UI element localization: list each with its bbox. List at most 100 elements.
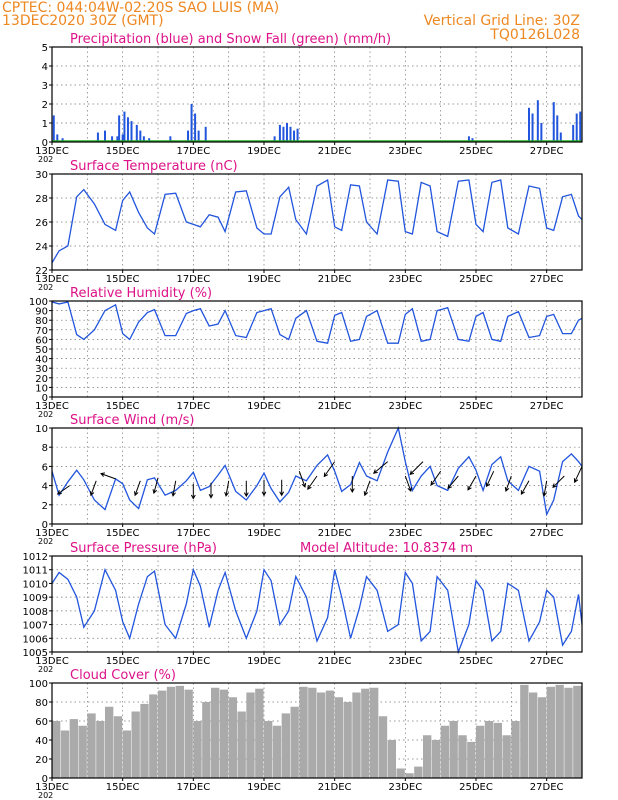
gridlines bbox=[51, 555, 583, 653]
panel-title: Relative Humidity (%) bbox=[70, 286, 212, 301]
x-tick-label: 25DEC bbox=[459, 401, 493, 412]
cloud-bar bbox=[87, 713, 96, 778]
y-tick-label: 1005 bbox=[23, 648, 48, 659]
x-tick-label: 27DEC bbox=[530, 274, 564, 285]
x-tick-label: 15DEC bbox=[106, 656, 140, 667]
x-tick-label: 19DEC bbox=[247, 528, 281, 539]
precip-bars bbox=[52, 100, 582, 142]
y-tick-label: 100 bbox=[29, 297, 48, 308]
model-altitude-label: Model Altitude: 10.8374 m bbox=[300, 541, 473, 556]
y-tick-label: 0 bbox=[42, 138, 48, 149]
cloud-bar bbox=[396, 768, 405, 778]
cloud-bar bbox=[299, 686, 308, 778]
panel-frame bbox=[51, 555, 583, 653]
gridlines bbox=[51, 300, 583, 398]
x-tick-label: 21DEC bbox=[318, 528, 352, 539]
cloud-bars bbox=[52, 684, 582, 778]
y-tick-label: 80 bbox=[35, 698, 48, 709]
wind-arrow bbox=[430, 470, 442, 486]
precip-bar bbox=[194, 113, 197, 142]
precip-bar bbox=[575, 113, 578, 142]
x-tick-label: 17DEC bbox=[176, 528, 210, 539]
y-tick-label: 100 bbox=[29, 679, 48, 690]
y-tick-label: 1010 bbox=[23, 579, 48, 590]
y-tick-label: 1009 bbox=[23, 593, 48, 604]
wind-arrows bbox=[56, 461, 583, 500]
x-tick-label: 15DEC bbox=[106, 146, 140, 157]
wind-arrow bbox=[56, 485, 70, 495]
precip-bar bbox=[116, 136, 119, 142]
x-tick-label: 15DEC bbox=[106, 528, 140, 539]
cloud-bar bbox=[122, 730, 131, 778]
wind-arrow bbox=[243, 480, 249, 498]
cloud-bar bbox=[476, 725, 485, 778]
cloud-bar bbox=[228, 697, 237, 778]
cloud-bar bbox=[140, 703, 149, 778]
precip-bar bbox=[121, 134, 124, 142]
cloud-bar bbox=[290, 706, 299, 778]
wind-arrow bbox=[190, 483, 196, 500]
wind-arrow bbox=[89, 480, 97, 497]
x-tick-label: 13DEC bbox=[35, 656, 69, 667]
x-year-fragment: 202 bbox=[38, 283, 53, 292]
cloud-bar bbox=[166, 686, 176, 778]
y-tick-label: 0 bbox=[42, 393, 48, 404]
wind-arrow bbox=[100, 472, 116, 480]
panel-frame bbox=[51, 427, 583, 525]
x-tick-label: 23DEC bbox=[388, 656, 422, 667]
wind-arrow bbox=[323, 461, 336, 478]
x-tick-label: 25DEC bbox=[459, 656, 493, 667]
precip-bar bbox=[540, 123, 543, 142]
y-tick-label: 2 bbox=[42, 100, 48, 111]
series-line bbox=[51, 567, 583, 655]
cloud-bar bbox=[78, 725, 87, 778]
x-tick-label: 21DEC bbox=[318, 656, 352, 667]
wind-arrow bbox=[224, 480, 230, 497]
cloud-bar bbox=[449, 721, 458, 778]
x-tick-label: 19DEC bbox=[247, 401, 281, 412]
x-year-fragment: 202 bbox=[38, 791, 53, 800]
y-tick-label: 1008 bbox=[23, 607, 48, 618]
wind-arrow bbox=[542, 480, 548, 497]
series-line bbox=[51, 178, 583, 264]
header-run-time: 13DEC2020 30Z (GMT) bbox=[2, 13, 164, 29]
panel-frame bbox=[51, 682, 583, 779]
precip-bar bbox=[289, 126, 292, 142]
precip-bar bbox=[61, 138, 64, 142]
y-tick-label: 6 bbox=[42, 462, 48, 473]
x-axis: 13DEC 15DEC 17DEC 19DEC 21DEC 23DEC 25DEC 27DEC… bbox=[35, 652, 564, 674]
x-tick-label: 19DEC bbox=[247, 782, 281, 793]
x-tick-label: 27DEC bbox=[530, 146, 564, 157]
precip-bar bbox=[104, 130, 106, 142]
x-axis: 13DEC 15DEC 17DEC 19DEC 21DEC 23DEC 25DEC 27DEC… bbox=[35, 142, 564, 164]
precip-bar bbox=[204, 126, 207, 142]
header-station: CPTEC: 044:04W-02:20S SAO LUIS (MA) bbox=[2, 0, 279, 16]
y-tick-label: 26 bbox=[35, 218, 48, 229]
y-tick-label: 60 bbox=[35, 717, 48, 728]
wind-arrow bbox=[363, 480, 371, 497]
cloud-bar bbox=[352, 692, 361, 778]
precip-bar bbox=[278, 124, 281, 142]
x-tick-label: 23DEC bbox=[388, 401, 422, 412]
x-tick-label: 13DEC bbox=[35, 146, 69, 157]
y-tick-label: 70 bbox=[35, 326, 48, 337]
precip-bar bbox=[285, 123, 288, 142]
cloud-bar bbox=[60, 730, 70, 778]
precip-bar bbox=[531, 113, 534, 142]
cloud-bar bbox=[493, 722, 502, 778]
x-tick-label: 19DEC bbox=[247, 656, 281, 667]
panel-frame bbox=[51, 173, 583, 271]
y-tick-label: 4 bbox=[42, 62, 48, 73]
y-tick-label: 30 bbox=[35, 170, 48, 181]
precip-bar bbox=[559, 132, 562, 142]
x-tick-label: 17DEC bbox=[176, 401, 210, 412]
x-tick-label: 27DEC bbox=[530, 401, 564, 412]
cloud-bar bbox=[414, 766, 423, 778]
cloud-bar bbox=[255, 688, 264, 778]
x-tick-label: 21DEC bbox=[318, 274, 352, 285]
panel-4: Surface Wind (m/s) 0 2 4 6 8 10 13DEC 15DEC 17DEC… bbox=[35, 413, 583, 546]
wind-arrow bbox=[349, 476, 355, 494]
x-tick-label: 23DEC bbox=[388, 528, 422, 539]
